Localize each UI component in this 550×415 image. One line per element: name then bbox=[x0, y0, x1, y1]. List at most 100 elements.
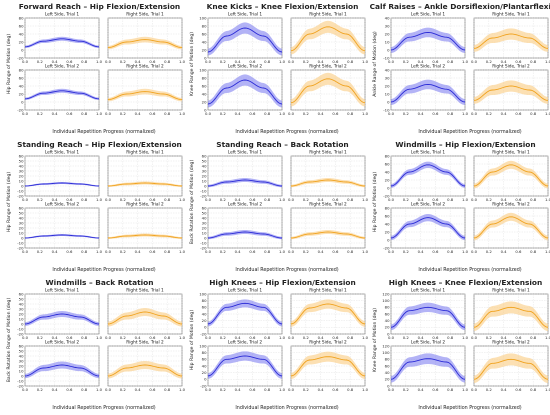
y-tick-label: 20 bbox=[385, 31, 390, 36]
y-tick-label: 0 bbox=[204, 377, 207, 382]
x-tick-label: 0.6 bbox=[149, 59, 156, 64]
panel-title: Right Side, Trial 1 bbox=[126, 150, 164, 156]
series-line bbox=[107, 364, 183, 377]
panel-title: Right Side, Trial 2 bbox=[126, 64, 164, 70]
panel: Right Side, Trial 1 0.0 0.2 0.4 0.6 0.8 1.0 bbox=[471, 288, 550, 341]
y-tick-label: 30 bbox=[19, 358, 24, 363]
x-tick-label: 0.4 bbox=[135, 335, 142, 340]
x-tick-label: 0.4 bbox=[235, 59, 242, 64]
x-tick-label: 1.0 bbox=[96, 59, 103, 64]
y-tick-label: 0 bbox=[21, 99, 24, 104]
x-tick-label: 0.6 bbox=[249, 335, 256, 340]
x-tick-label: 0.6 bbox=[515, 387, 522, 392]
x-tick-label: 0.8 bbox=[447, 249, 454, 254]
y-tick-label: 120 bbox=[382, 291, 390, 296]
y-tick-label: 10 bbox=[202, 230, 207, 235]
x-tick-label: 0.8 bbox=[164, 59, 171, 64]
y-tick-label: 20 bbox=[202, 370, 207, 375]
band-area bbox=[25, 36, 99, 48]
y-tick-label: 0 bbox=[387, 331, 390, 336]
y-tick-label: 60 bbox=[19, 75, 24, 80]
x-axis-label: Individual Repetition Progress (normaliz… bbox=[235, 267, 338, 273]
panel-frame bbox=[24, 155, 100, 197]
y-tick-label: 20 bbox=[19, 91, 24, 96]
x-axis-label: Individual Repetition Progress (normaliz… bbox=[418, 267, 521, 273]
x-tick-label: 0.8 bbox=[164, 197, 171, 202]
x-tick-label: 0.4 bbox=[501, 111, 508, 116]
y-tick-label: 50 bbox=[19, 348, 24, 353]
x-tick-label: 1.0 bbox=[179, 197, 186, 202]
x-tick-label: 0.8 bbox=[81, 387, 88, 392]
y-tick-label: 0 bbox=[204, 235, 207, 240]
x-tick-label: 0.2 bbox=[220, 387, 227, 392]
x-tick-label: 0.6 bbox=[332, 197, 339, 202]
series-line bbox=[207, 302, 283, 325]
y-tick-label: 10 bbox=[19, 368, 24, 373]
x-tick-label: 0.6 bbox=[332, 387, 339, 392]
panel: Right Side, Trial 2 0.0 0.2 0.4 0.6 0.8 1.0 bbox=[471, 340, 550, 393]
y-tick-label: 50 bbox=[19, 210, 24, 215]
panel: Left Side, Trial 2 -20 0 20 40 60 80 0.0 0.2 0.4 0… bbox=[17, 64, 102, 117]
series-line bbox=[107, 91, 183, 101]
x-tick-label: 0.6 bbox=[432, 335, 439, 340]
panel-title: Right Side, Trial 1 bbox=[309, 12, 347, 18]
panel-title: Left Side, Trial 1 bbox=[411, 150, 446, 156]
y-tick-label: -20 bbox=[17, 107, 24, 112]
y-axis-label: Back Rotation Range of Motion (deg) bbox=[189, 160, 195, 245]
series-line bbox=[24, 182, 100, 187]
x-tick-label: 0.0 bbox=[205, 111, 212, 116]
x-tick-label: 0.4 bbox=[318, 387, 325, 392]
x-tick-label: 1.0 bbox=[462, 59, 469, 64]
x-tick-label: 0.8 bbox=[447, 387, 454, 392]
y-tick-label: 60 bbox=[202, 357, 207, 362]
y-tick-label: 40 bbox=[19, 301, 24, 306]
y-tick-label: 20 bbox=[385, 325, 390, 330]
x-tick-label: 0.4 bbox=[52, 197, 59, 202]
panel-title: Right Side, Trial 2 bbox=[309, 202, 347, 208]
band-area bbox=[474, 160, 548, 189]
y-tick-label: 30 bbox=[202, 220, 207, 225]
y-tick-label: 50 bbox=[19, 296, 24, 301]
band-area bbox=[208, 351, 282, 379]
x-tick-label: 0.8 bbox=[81, 197, 88, 202]
x-axis-label: Individual Repetition Progress (normaliz… bbox=[52, 129, 155, 135]
series-line bbox=[207, 27, 283, 53]
x-tick-label: 1.0 bbox=[279, 387, 286, 392]
band-area bbox=[25, 88, 99, 100]
x-tick-label: 0.2 bbox=[403, 335, 410, 340]
panel-title: Left Side, Trial 2 bbox=[45, 202, 80, 208]
y-tick-label: 20 bbox=[385, 229, 390, 234]
y-tick-label: 40 bbox=[19, 353, 24, 358]
y-axis-label: Knee Range of Motion (deg) bbox=[372, 308, 378, 372]
chart-group: Windmills – Back Rotation Back Rotation R… bbox=[6, 278, 186, 411]
y-tick-label: 0 bbox=[204, 183, 207, 188]
y-tick-label: 60 bbox=[19, 23, 24, 28]
y-tick-label: 50 bbox=[202, 210, 207, 215]
y-tick-label: -10 bbox=[383, 107, 390, 112]
panel-title: Right Side, Trial 2 bbox=[492, 64, 530, 70]
y-tick-label: 20 bbox=[202, 225, 207, 230]
x-tick-label: 1.0 bbox=[362, 111, 369, 116]
y-tick-label: 60 bbox=[19, 205, 24, 210]
y-tick-label: 0 bbox=[387, 185, 390, 190]
x-tick-label: 1.0 bbox=[462, 111, 469, 116]
x-tick-label: 0.4 bbox=[135, 59, 142, 64]
x-tick-label: 0.4 bbox=[135, 249, 142, 254]
chart-title: Calf Raises – Ankle Dorsiflexion/Plantar… bbox=[370, 2, 550, 11]
chart-group: High Knees – Hip Flexion/Extension Hip Ra… bbox=[189, 278, 369, 411]
x-tick-label: 0.0 bbox=[288, 111, 295, 116]
x-tick-label: 0.8 bbox=[447, 335, 454, 340]
series-line bbox=[207, 79, 283, 105]
panel: Left Side, Trial 1 -20 0 20 40 60 80 0.0 0.2 0.4 0… bbox=[17, 12, 102, 65]
panel-title: Right Side, Trial 2 bbox=[126, 340, 164, 346]
x-tick-label: 0.8 bbox=[447, 197, 454, 202]
band-area bbox=[108, 181, 182, 187]
band-area bbox=[474, 28, 548, 52]
series-line bbox=[390, 358, 466, 380]
y-tick-label: 20 bbox=[19, 173, 24, 178]
panel: Right Side, Trial 2 0.0 0.2 0.4 0.6 0.8 1.0 bbox=[471, 202, 550, 255]
y-tick-label: 60 bbox=[19, 291, 24, 296]
y-axis-label: Ankle Range of Motion (deg) bbox=[372, 31, 378, 97]
x-tick-label: 0.4 bbox=[52, 111, 59, 116]
